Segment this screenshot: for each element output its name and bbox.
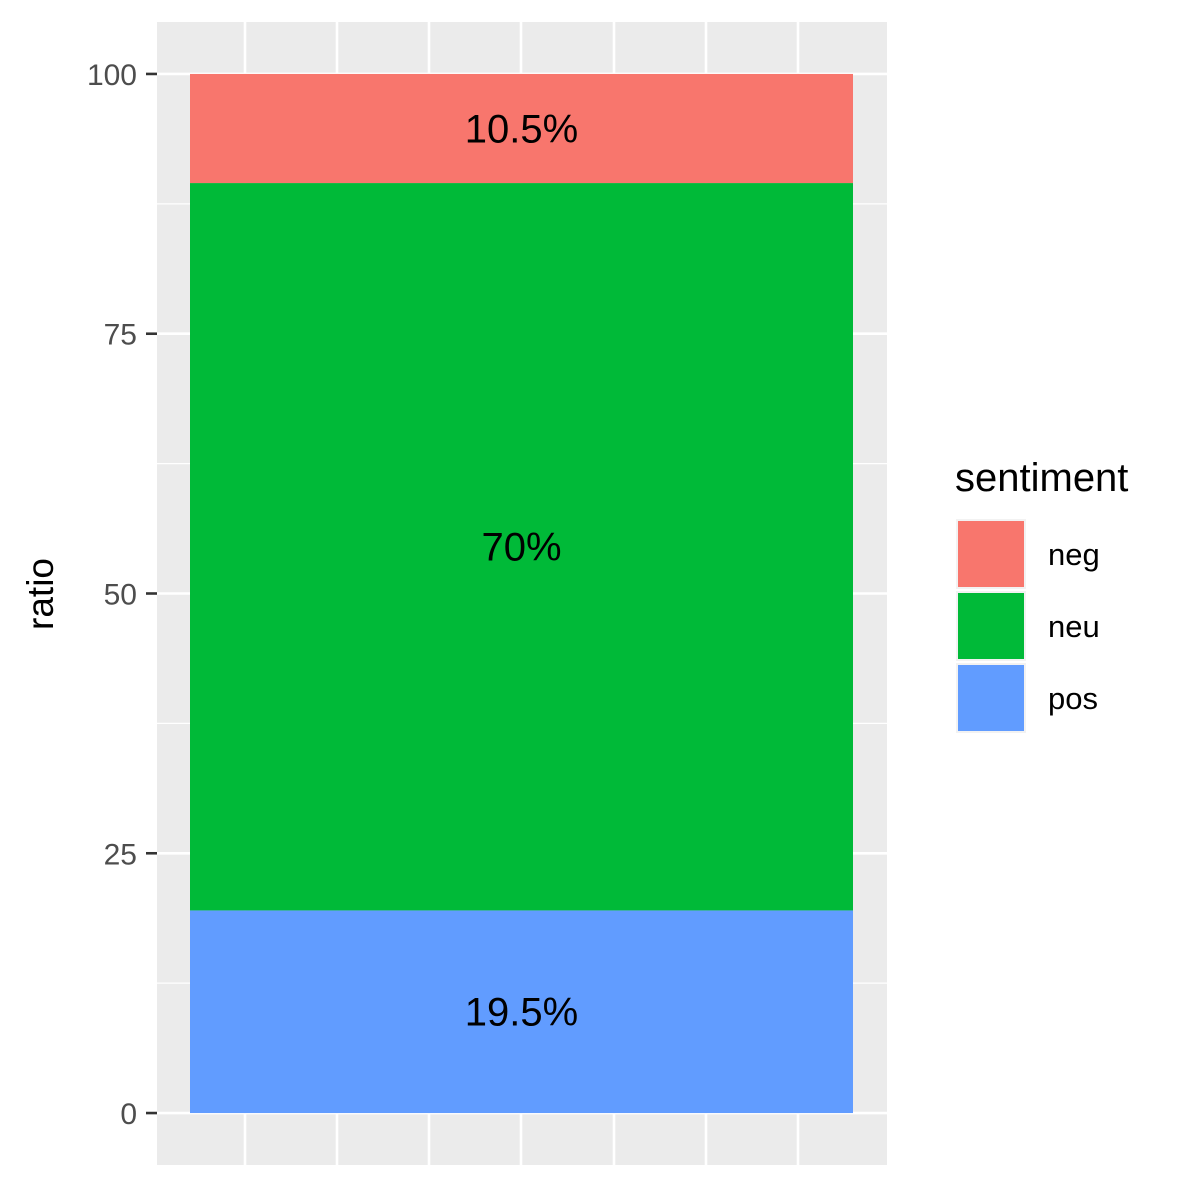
y-tick-label: 75 [104, 319, 137, 352]
bar-value-labels: 19.5% 70% 10.5% [465, 108, 578, 1035]
bar-segment-neu [190, 183, 853, 911]
bar-segment-pos [190, 910, 853, 1114]
bar-segments [190, 73, 853, 1114]
bar-label-neu: 70% [481, 526, 561, 570]
legend-label-neg: neg [1048, 537, 1100, 572]
legend-label-neu: neu [1048, 609, 1100, 644]
legend-title: sentiment [955, 456, 1128, 500]
y-tick-label: 50 [104, 579, 137, 612]
legend-swatch-pos [958, 665, 1024, 731]
legend: sentiment neg neu pos [955, 456, 1128, 733]
bar-segment-neg [190, 73, 853, 184]
y-tick-label: 100 [87, 59, 137, 92]
y-axis: 0 25 50 75 100 [87, 59, 157, 1131]
y-axis-title: ratio [20, 558, 61, 630]
bar-label-pos: 19.5% [465, 991, 578, 1035]
legend-swatch-neg [958, 521, 1024, 587]
legend-label-pos: pos [1048, 681, 1098, 716]
bar-label-neg: 10.5% [465, 108, 578, 152]
y-tick-label: 25 [104, 838, 137, 871]
legend-swatch-neu [958, 593, 1024, 659]
y-tick-label: 0 [120, 1098, 137, 1131]
